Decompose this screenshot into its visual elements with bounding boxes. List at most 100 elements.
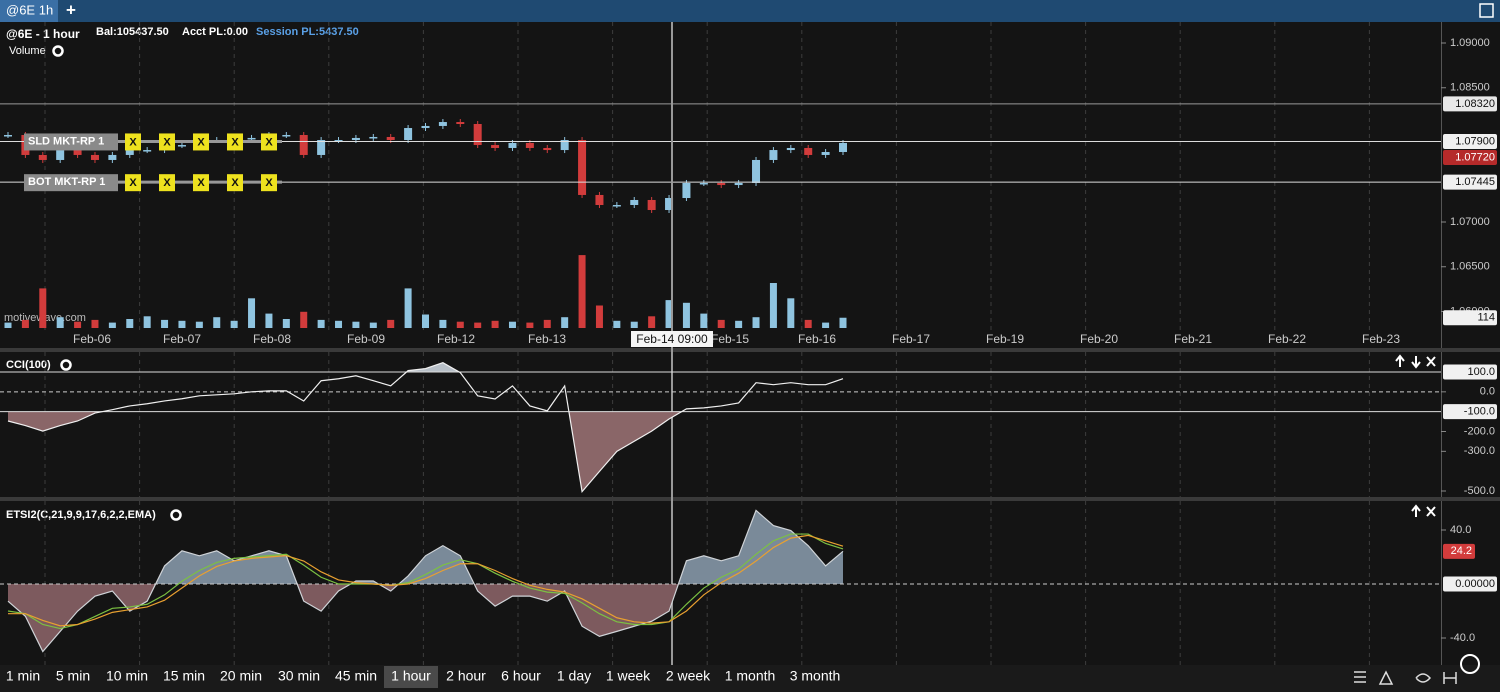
volume-bar	[282, 319, 290, 328]
timeframe-button[interactable]: 3 month	[790, 668, 841, 684]
volume-bar	[352, 321, 360, 328]
candle	[491, 145, 500, 148]
candle	[525, 142, 534, 148]
cancel-button[interactable]	[261, 133, 277, 151]
volume-bar	[108, 322, 116, 328]
candle	[839, 142, 847, 153]
pane-title: ETSI2(C,21,9,9,17,6,2,2,EMA)	[6, 509, 156, 521]
cancel-button[interactable]	[159, 133, 175, 151]
volume-bar	[195, 321, 203, 328]
area-fill	[8, 362, 843, 372]
x-tick-label: Feb-22	[1268, 332, 1306, 346]
settings-icon[interactable]	[52, 45, 64, 57]
timeframe-button[interactable]: 1 week	[606, 668, 651, 684]
candle	[752, 159, 761, 183]
volume-bar	[21, 319, 29, 328]
timeframe-button[interactable]: 1 day	[557, 668, 591, 684]
maximize-icon[interactable]	[1479, 3, 1494, 18]
cancel-button[interactable]	[227, 133, 243, 151]
x-tick-label: Feb-21	[1174, 332, 1212, 346]
cancel-button[interactable]	[227, 174, 243, 192]
volume-bar	[839, 317, 847, 328]
volume-bar	[178, 320, 186, 328]
y-tick-label: 1.09000	[1450, 37, 1490, 49]
area-fill	[8, 510, 843, 584]
etsi-line	[7, 509, 844, 653]
candle	[317, 140, 326, 155]
volume-bar	[787, 298, 795, 328]
candle	[4, 135, 12, 137]
level-label: 100.0	[1467, 366, 1495, 378]
timeframe-button[interactable]: 1 min	[6, 668, 40, 684]
volume-bar	[665, 300, 673, 328]
timeframe-button[interactable]: 10 min	[106, 668, 148, 684]
timeframe-button[interactable]: 2 hour	[446, 668, 486, 684]
x-tick-label: Feb-08	[253, 332, 291, 346]
timeframe-button[interactable]: 5 min	[56, 668, 90, 684]
pane-controls[interactable]	[1395, 354, 1436, 369]
acct-pl: Acct PL:0.00	[182, 26, 248, 38]
y-tick-label: 40.0	[1450, 524, 1471, 536]
add-tab[interactable]: +	[66, 0, 76, 19]
cancel-button[interactable]	[159, 174, 175, 192]
cancel-button[interactable]	[125, 133, 141, 151]
session-pl: Session PL:5437.50	[256, 26, 359, 38]
candle	[334, 140, 343, 142]
tab-title: @6E 1h	[6, 2, 53, 17]
pane-controls[interactable]	[1411, 504, 1436, 517]
zero-label-box	[1443, 576, 1497, 592]
settings-icon[interactable]	[170, 509, 182, 521]
candle	[90, 154, 99, 160]
order-price-box	[1443, 133, 1497, 149]
volume-bar	[404, 288, 412, 328]
x-tick-label: Feb-07	[163, 332, 201, 346]
area-fill	[8, 411, 843, 492]
timeframe-button[interactable]: 20 min	[220, 668, 262, 684]
timeframe-button[interactable]: 6 hour	[501, 668, 541, 684]
crosshair-label: Feb-14 09:00	[636, 332, 708, 346]
x-tick-label: Feb-16	[798, 332, 836, 346]
volume-bar	[39, 288, 47, 328]
cancel-button[interactable]	[193, 174, 209, 192]
candle	[508, 142, 517, 148]
x-tick-label: Feb-23	[1362, 332, 1400, 346]
x-tick-label: Feb-19	[986, 332, 1024, 346]
tab-bar	[0, 0, 1500, 22]
volume-bar	[508, 321, 516, 328]
candle	[804, 147, 813, 155]
candle	[125, 150, 134, 155]
order-tag	[24, 174, 118, 192]
x-tick-label: Feb-06	[73, 332, 111, 346]
x-tick-label: Feb-12	[437, 332, 475, 346]
volume-bar	[752, 317, 760, 328]
candle	[299, 135, 308, 155]
candle	[38, 154, 47, 160]
volume-bar	[230, 320, 238, 328]
y-tick-label: 1.06500	[1450, 261, 1490, 273]
timeframe-button[interactable]: 1 month	[725, 668, 776, 684]
candle	[438, 122, 447, 126]
candle	[351, 137, 360, 141]
cancel-button[interactable]	[125, 174, 141, 192]
toolbar	[0, 665, 1500, 692]
zoom-icon[interactable]	[1460, 654, 1480, 674]
tab[interactable]	[0, 0, 58, 22]
volume-bar	[317, 319, 325, 328]
last-price: 1.07720	[1455, 151, 1495, 163]
timeframe-button[interactable]: 45 min	[335, 668, 377, 684]
cancel-label: X	[129, 177, 137, 189]
timeframe-button[interactable]: 30 min	[278, 668, 320, 684]
timeframe-button[interactable]: 2 week	[666, 668, 711, 684]
cancel-button[interactable]	[193, 133, 209, 151]
cancel-label: X	[265, 177, 273, 189]
timeframe-button[interactable]: 1 hour	[391, 668, 431, 684]
cancel-button[interactable]	[261, 174, 277, 192]
pane-separator	[0, 348, 1500, 352]
timeframe-button[interactable]: 15 min	[163, 668, 205, 684]
settings-icon[interactable]	[60, 359, 72, 371]
last-value-box	[1443, 543, 1475, 559]
cancel-label: X	[265, 136, 273, 148]
toolbar-icons[interactable]	[1354, 670, 1457, 685]
volume-bar	[735, 320, 743, 328]
